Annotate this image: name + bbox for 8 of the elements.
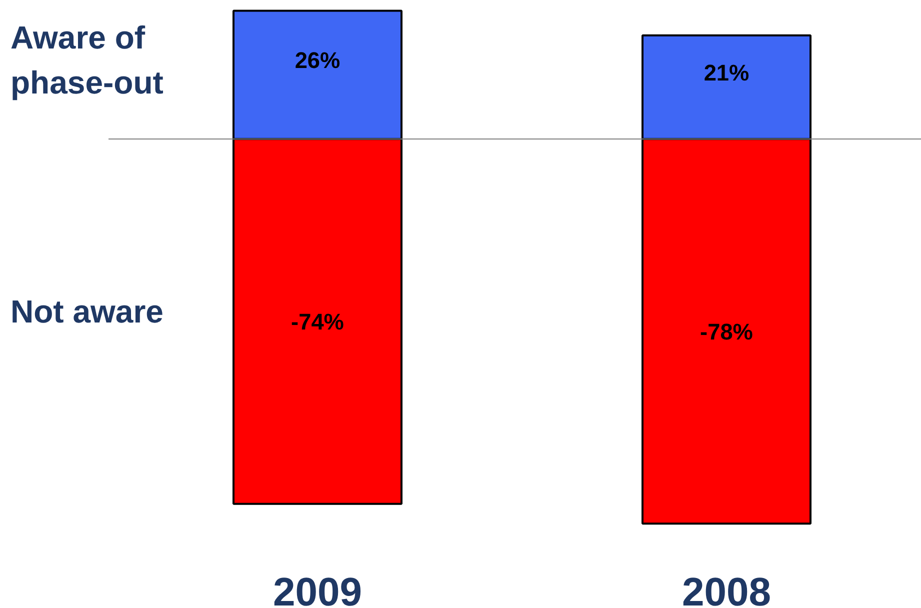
x-tick-label: 2009 <box>273 570 362 608</box>
x-tick-label: 2008 <box>682 570 771 608</box>
data-label: -74% <box>291 308 344 334</box>
data-label: -78% <box>700 318 753 344</box>
text: Aware of phase-out <box>10 20 164 101</box>
data-label: 26% <box>294 47 340 74</box>
data-label: 21% <box>704 59 750 86</box>
text: Not aware <box>10 294 164 330</box>
